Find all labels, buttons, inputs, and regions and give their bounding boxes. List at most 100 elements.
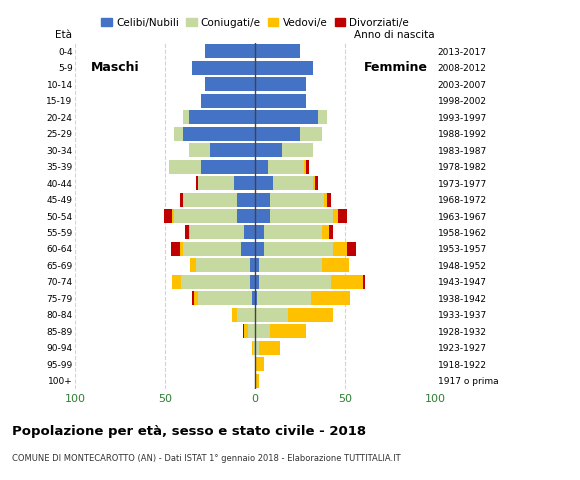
Bar bbox=[255, 61, 313, 75]
Bar bbox=[282, 143, 313, 157]
Bar bbox=[190, 258, 196, 272]
Bar bbox=[300, 127, 322, 141]
Bar bbox=[332, 209, 338, 223]
Bar bbox=[270, 209, 332, 223]
Bar bbox=[172, 275, 182, 289]
Text: COMUNE DI MONTECAROTTO (AN) - Dati ISTAT 1° gennaio 2018 - Elaborazione TUTTITAL: COMUNE DI MONTECAROTTO (AN) - Dati ISTAT… bbox=[12, 454, 400, 463]
Bar bbox=[188, 226, 190, 240]
Bar bbox=[257, 291, 311, 305]
Bar bbox=[318, 110, 327, 124]
Bar bbox=[252, 341, 253, 355]
Bar bbox=[338, 209, 347, 223]
Bar bbox=[190, 226, 244, 240]
Text: Anno di nascita: Anno di nascita bbox=[354, 30, 435, 40]
Bar bbox=[255, 308, 288, 322]
Bar bbox=[205, 45, 255, 59]
Bar bbox=[259, 275, 331, 289]
Bar bbox=[248, 324, 255, 338]
Bar bbox=[322, 258, 349, 272]
Bar bbox=[363, 275, 365, 289]
Bar bbox=[172, 209, 175, 223]
Bar bbox=[193, 291, 194, 305]
Bar bbox=[324, 192, 327, 206]
Bar bbox=[255, 160, 268, 174]
Bar bbox=[185, 226, 188, 240]
Bar bbox=[183, 127, 255, 141]
Bar bbox=[201, 94, 255, 108]
Text: Maschi: Maschi bbox=[90, 61, 139, 74]
Bar bbox=[171, 242, 180, 256]
Bar bbox=[201, 160, 255, 174]
Bar bbox=[244, 226, 255, 240]
Bar bbox=[193, 61, 255, 75]
Bar bbox=[234, 176, 255, 190]
Bar bbox=[255, 143, 282, 157]
Bar bbox=[250, 275, 255, 289]
Bar bbox=[253, 341, 255, 355]
Bar bbox=[270, 324, 306, 338]
Bar bbox=[255, 226, 264, 240]
Bar bbox=[270, 192, 324, 206]
Bar bbox=[347, 242, 356, 256]
Bar bbox=[329, 226, 332, 240]
Bar bbox=[175, 209, 237, 223]
Bar bbox=[259, 341, 280, 355]
Bar bbox=[255, 357, 264, 371]
Bar bbox=[327, 192, 331, 206]
Bar bbox=[183, 242, 241, 256]
Bar bbox=[196, 176, 198, 190]
Bar bbox=[255, 341, 259, 355]
Bar bbox=[259, 258, 322, 272]
Bar bbox=[304, 160, 306, 174]
Bar bbox=[264, 226, 322, 240]
Bar bbox=[255, 127, 300, 141]
Text: Età: Età bbox=[55, 30, 72, 40]
Bar bbox=[183, 110, 188, 124]
Bar bbox=[182, 275, 250, 289]
Bar bbox=[255, 291, 257, 305]
Bar bbox=[332, 242, 347, 256]
Bar bbox=[268, 160, 304, 174]
Text: Popolazione per età, sesso e stato civile - 2018: Popolazione per età, sesso e stato civil… bbox=[12, 425, 366, 438]
Legend: Celibi/Nubili, Coniugati/e, Vedovi/e, Divorziati/e: Celibi/Nubili, Coniugati/e, Vedovi/e, Di… bbox=[97, 14, 413, 32]
Bar bbox=[255, 94, 306, 108]
Bar bbox=[255, 373, 259, 387]
Bar bbox=[205, 77, 255, 91]
Bar bbox=[232, 308, 237, 322]
Bar bbox=[237, 209, 255, 223]
Bar bbox=[250, 258, 255, 272]
Bar bbox=[164, 209, 172, 223]
Bar bbox=[255, 192, 270, 206]
Bar bbox=[180, 242, 183, 256]
Bar bbox=[264, 242, 332, 256]
Bar bbox=[255, 45, 300, 59]
Bar bbox=[241, 242, 255, 256]
Bar bbox=[244, 324, 248, 338]
Bar bbox=[288, 308, 332, 322]
Bar bbox=[175, 127, 183, 141]
Bar bbox=[188, 110, 255, 124]
Bar bbox=[237, 308, 255, 322]
Bar bbox=[255, 209, 270, 223]
Bar bbox=[183, 192, 237, 206]
Bar bbox=[242, 324, 244, 338]
Bar bbox=[198, 291, 252, 305]
Bar bbox=[306, 160, 309, 174]
Bar bbox=[252, 291, 255, 305]
Bar bbox=[322, 226, 329, 240]
Bar bbox=[255, 324, 270, 338]
Bar bbox=[255, 77, 306, 91]
Bar bbox=[255, 242, 264, 256]
Bar bbox=[255, 258, 259, 272]
Bar bbox=[180, 192, 183, 206]
Bar bbox=[313, 176, 314, 190]
Bar bbox=[255, 176, 273, 190]
Bar bbox=[255, 275, 259, 289]
Bar bbox=[169, 160, 201, 174]
Text: Femmine: Femmine bbox=[364, 61, 427, 74]
Bar bbox=[255, 110, 318, 124]
Bar bbox=[314, 176, 318, 190]
Bar bbox=[194, 291, 198, 305]
Bar bbox=[273, 176, 313, 190]
Bar bbox=[210, 143, 255, 157]
